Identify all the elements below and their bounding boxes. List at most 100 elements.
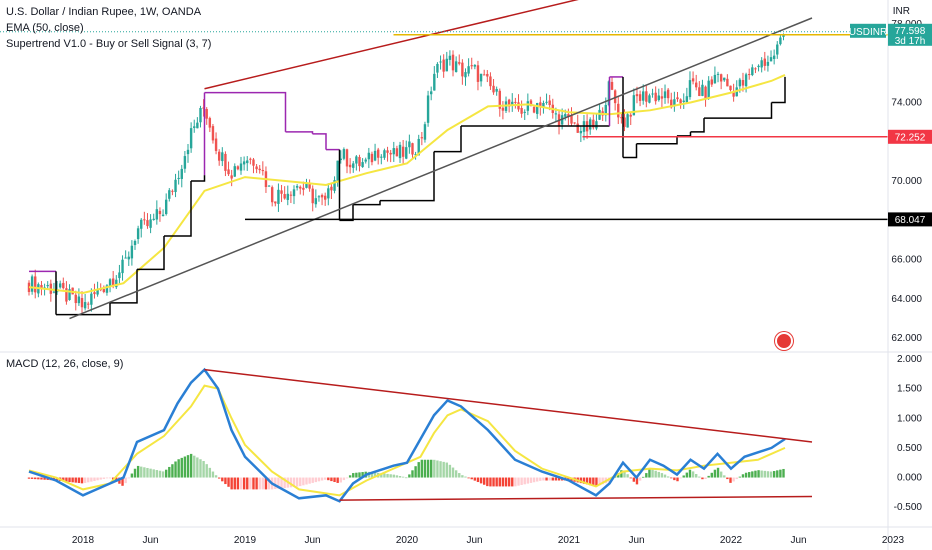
macd-pane[interactable] bbox=[27, 367, 813, 503]
macd-histogram-bar bbox=[461, 475, 464, 478]
candle-body bbox=[258, 168, 261, 171]
time-tick-label: Jun bbox=[628, 535, 644, 546]
macd-histogram-bar bbox=[37, 477, 40, 480]
macd-tick-label: -0.500 bbox=[894, 502, 923, 513]
candle-body bbox=[352, 163, 355, 168]
candle-body bbox=[532, 106, 536, 113]
candle-body bbox=[564, 114, 567, 117]
candle-body bbox=[295, 186, 299, 188]
candle-body bbox=[769, 57, 773, 62]
candle-body bbox=[729, 85, 732, 91]
candle-body bbox=[676, 97, 679, 100]
macd-histogram-bar bbox=[311, 477, 314, 483]
candle-body bbox=[570, 114, 573, 124]
candle-body bbox=[623, 117, 626, 127]
candle-body bbox=[719, 74, 723, 82]
candle-body bbox=[143, 219, 146, 221]
candle-body bbox=[626, 114, 629, 128]
macd-histogram-bar bbox=[152, 469, 155, 478]
candle-body bbox=[62, 282, 65, 289]
macd-histogram-bar bbox=[429, 459, 433, 478]
level-tag bbox=[888, 212, 932, 227]
candle-body bbox=[221, 152, 224, 162]
candle-body bbox=[757, 65, 760, 68]
macd-histogram-bar bbox=[620, 470, 623, 478]
time-tick-label: 2023 bbox=[882, 535, 905, 546]
macd-histogram-bar bbox=[470, 477, 473, 480]
flag-icon[interactable] bbox=[775, 332, 793, 350]
macd-histogram-bar bbox=[529, 477, 533, 483]
candle-body bbox=[171, 190, 174, 192]
macd-histogram-bar bbox=[295, 477, 299, 487]
candle-body bbox=[589, 119, 592, 130]
candle-body bbox=[529, 100, 533, 107]
candle-body bbox=[576, 123, 579, 133]
candle-body bbox=[445, 58, 448, 72]
price-tick-label: 74.000 bbox=[891, 97, 922, 108]
macd-histogram-bar bbox=[454, 470, 458, 478]
macd-histogram-bar bbox=[511, 477, 514, 487]
macd-histogram-bar bbox=[433, 459, 436, 478]
candle-body bbox=[514, 101, 517, 103]
macd-histogram-bar bbox=[227, 477, 230, 487]
candle-body bbox=[429, 91, 433, 95]
macd-histogram-bar bbox=[682, 475, 685, 478]
candle-body bbox=[34, 276, 37, 293]
candle-body bbox=[386, 150, 389, 153]
macd-histogram-bar bbox=[763, 470, 766, 478]
candle-body bbox=[68, 289, 71, 300]
candle-body bbox=[130, 245, 134, 259]
macd-histogram-bar bbox=[121, 477, 124, 486]
candle-body bbox=[651, 93, 654, 95]
macd-histogram-bar bbox=[199, 459, 202, 478]
price-tick-label: 66.000 bbox=[891, 255, 922, 266]
macd-histogram-bar bbox=[90, 477, 93, 482]
ema-legend: EMA (50, close) bbox=[6, 22, 84, 34]
candle-body bbox=[289, 194, 293, 196]
candle-body bbox=[604, 104, 607, 116]
macd-histogram-bar bbox=[314, 477, 318, 483]
candle-body bbox=[261, 170, 265, 172]
candle-body bbox=[208, 118, 212, 128]
macd-histogram-bar bbox=[648, 469, 651, 478]
macd-histogram-bar bbox=[389, 474, 392, 478]
macd-histogram-bar bbox=[439, 461, 442, 478]
candle-body bbox=[274, 201, 277, 204]
macd-histogram-bar bbox=[161, 471, 165, 478]
time-tick-label: 2020 bbox=[396, 535, 419, 546]
candle-body bbox=[754, 68, 757, 70]
price-pane[interactable] bbox=[0, 0, 888, 320]
macd-histogram-bar bbox=[698, 476, 701, 478]
candle-body bbox=[688, 80, 692, 98]
candle-body bbox=[183, 156, 187, 169]
candle-body bbox=[77, 296, 81, 304]
macd-histogram-bar bbox=[305, 477, 308, 485]
macd-histogram-bar bbox=[339, 477, 342, 483]
last-price-tag bbox=[888, 23, 932, 46]
candle-body bbox=[613, 90, 617, 104]
macd-histogram-bar bbox=[445, 462, 448, 478]
macd-histogram-bar bbox=[451, 467, 455, 478]
macd-histogram-bar bbox=[542, 477, 545, 481]
macd-legend: MACD (12, 26, close, 9) bbox=[6, 358, 124, 370]
macd-histogram-bar bbox=[242, 477, 246, 490]
candle-body bbox=[277, 189, 280, 204]
macd-histogram-bar bbox=[473, 477, 477, 481]
macd-histogram-bar bbox=[267, 477, 271, 490]
candle-body bbox=[246, 160, 249, 164]
candle-body bbox=[323, 195, 327, 200]
macd-histogram-bar bbox=[716, 467, 720, 478]
candle-body bbox=[383, 150, 386, 158]
macd-histogram-bar bbox=[726, 477, 729, 480]
level-tag bbox=[888, 129, 932, 144]
macd-histogram-bar bbox=[411, 470, 414, 478]
candle-body bbox=[193, 126, 196, 128]
supertrend-line bbox=[623, 143, 638, 159]
candle-body bbox=[679, 99, 682, 104]
candle-body bbox=[685, 96, 689, 103]
level-tag-label: 68.047 bbox=[895, 215, 926, 226]
currency-label: INR bbox=[892, 6, 910, 17]
candle-body bbox=[339, 158, 342, 160]
candle-body bbox=[111, 278, 115, 286]
